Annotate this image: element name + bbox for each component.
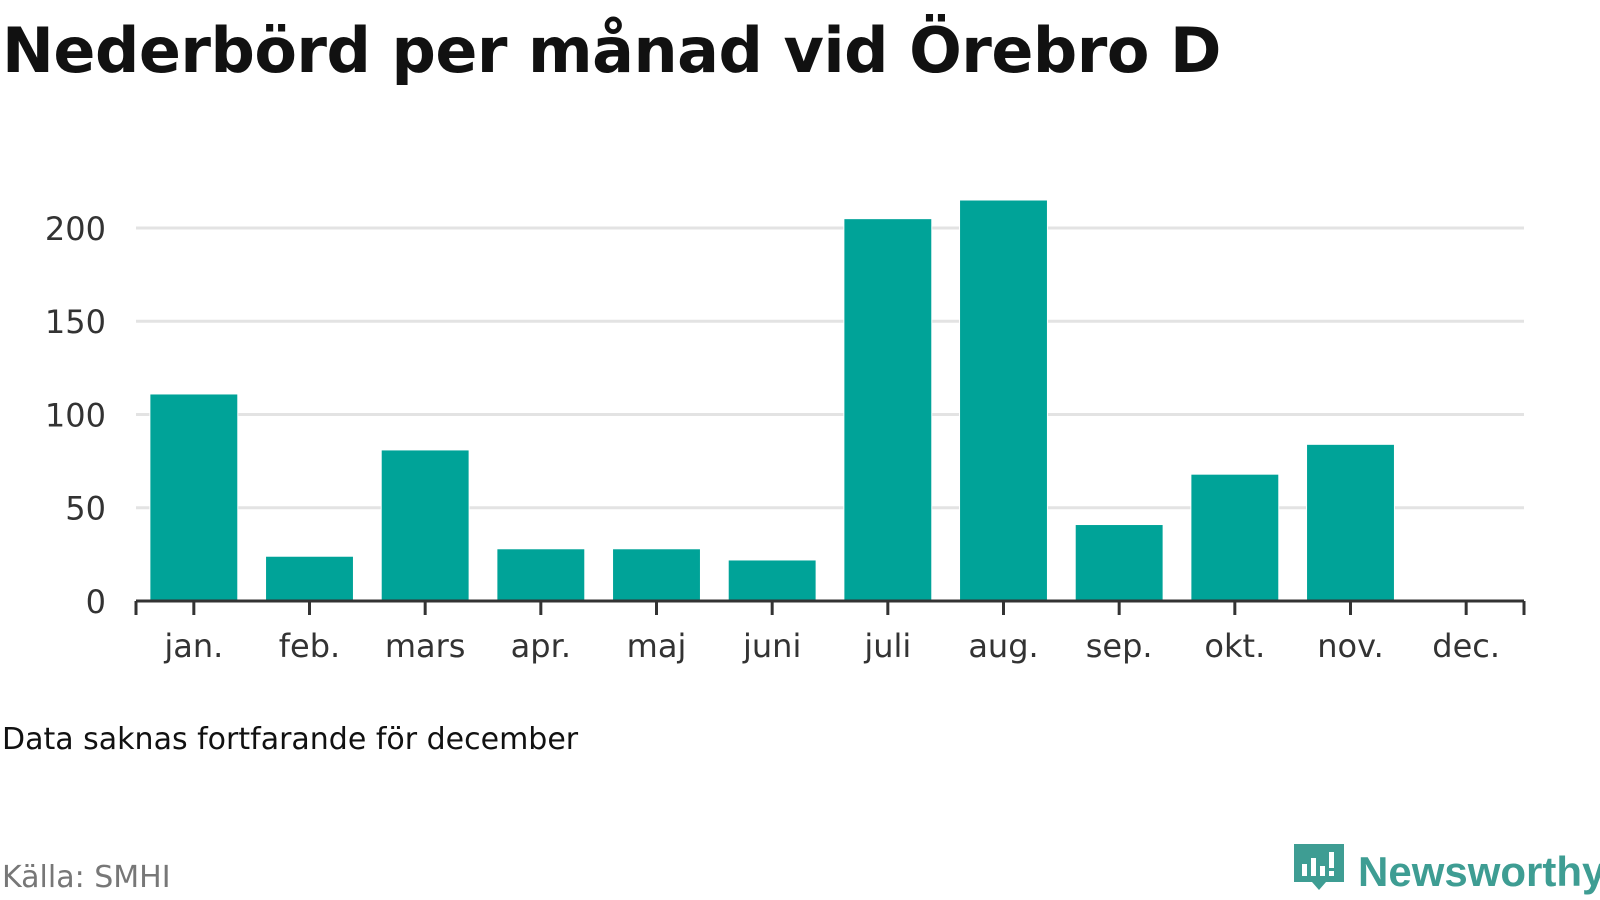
gridlines — [136, 226, 1524, 510]
x-axis — [134, 599, 1526, 615]
x-tick-label-jan: jan. — [163, 627, 223, 665]
newsworthy-logo-icon — [1294, 844, 1344, 890]
x-tick-label-okt: okt. — [1204, 627, 1265, 665]
x-tick-label-aug: aug. — [968, 627, 1038, 665]
bar-apr — [496, 548, 586, 602]
x-axis-tick-labels: jan. feb. mars apr. maj juni juli aug. sep. okt. n… — [163, 627, 1500, 665]
bar-juli — [843, 218, 933, 602]
x-tick-label-juni: juni — [742, 627, 801, 665]
bar-aug — [959, 199, 1048, 602]
x-tick-label-mars: mars — [385, 627, 466, 665]
y-tick-label-50: 50 — [65, 490, 106, 528]
x-tick-label-maj: maj — [627, 627, 687, 665]
bar-jan — [149, 393, 239, 602]
brand-name: Newsworthy — [1358, 848, 1600, 895]
x-tick-label-juli: juli — [863, 627, 911, 665]
bar-nov — [1306, 443, 1395, 602]
x-tick-label-apr: apr. — [511, 627, 571, 665]
chart-title: Nederbörd per månad vid Örebro D — [2, 14, 1222, 87]
brand-mark: Newsworthy — [1290, 842, 1600, 900]
bar-juni — [727, 559, 817, 602]
bar-sep — [1074, 524, 1164, 602]
source-credit: Källa: SMHI — [2, 860, 171, 895]
bars — [149, 199, 1395, 602]
y-tick-label-200: 200 — [45, 210, 106, 248]
x-tick-label-dec: dec. — [1432, 627, 1500, 665]
x-tick-label-nov: nov. — [1317, 627, 1383, 665]
bar-chart: 0 50 100 150 200 jan. feb. mars apr. maj juni juli… — [45, 199, 1526, 665]
y-tick-label-150: 150 — [45, 303, 106, 341]
y-axis-tick-labels: 0 50 100 150 200 — [45, 210, 106, 621]
footnote: Data saknas fortfarande för december — [2, 722, 579, 757]
bar-okt — [1190, 473, 1280, 602]
bar-feb — [265, 555, 354, 602]
y-tick-label-0: 0 — [86, 583, 106, 621]
x-tick-label-sep: sep. — [1086, 627, 1153, 665]
y-tick-label-100: 100 — [45, 396, 106, 434]
x-tick-label-feb: feb. — [279, 627, 340, 665]
bar-maj — [612, 548, 701, 602]
bar-mars — [380, 449, 470, 602]
